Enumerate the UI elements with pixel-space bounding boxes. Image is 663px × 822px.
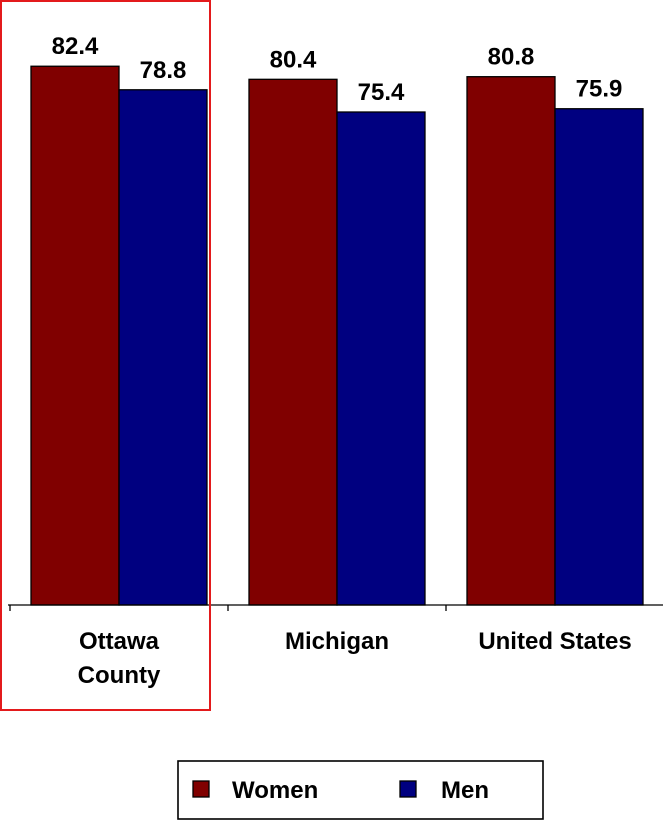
legend-swatch-men: [399, 780, 417, 798]
legend-box: [177, 760, 544, 820]
value-label-men-0: 78.8: [140, 57, 187, 84]
category-label-2-line-0: United States: [478, 628, 631, 655]
bar-men-2: [554, 108, 644, 606]
category-label-0-line-0: Ottawa: [79, 628, 160, 655]
x-axis: [8, 604, 663, 611]
value-label-men-1: 75.4: [358, 79, 405, 106]
value-label-group: 82.4 78.8 80.4 75.4 80.8 75.9: [52, 33, 623, 106]
legend-label-women: Women: [232, 777, 318, 804]
value-label-men-2: 75.9: [576, 76, 623, 103]
value-label-women-0: 82.4: [52, 33, 99, 60]
bar-group: [30, 65, 644, 606]
bar-men-0: [118, 89, 208, 606]
bar-women-0: [30, 65, 120, 606]
category-label-0-line-1: County: [78, 662, 161, 689]
legend-swatch-women: [192, 780, 210, 798]
highlight-group: [0, 0, 211, 711]
bar-men-1: [336, 111, 426, 606]
bar-women-2: [466, 76, 556, 606]
category-label-1-line-0: Michigan: [285, 628, 389, 655]
bar-women-1: [248, 78, 338, 606]
legend-label-men: Men: [441, 777, 489, 804]
value-label-women-1: 80.4: [270, 46, 317, 73]
highlight-box: [0, 0, 211, 711]
category-label-group: Ottawa County Michigan United States: [78, 628, 632, 689]
legend: Women Men: [177, 760, 544, 820]
value-label-women-2: 80.8: [488, 44, 535, 71]
